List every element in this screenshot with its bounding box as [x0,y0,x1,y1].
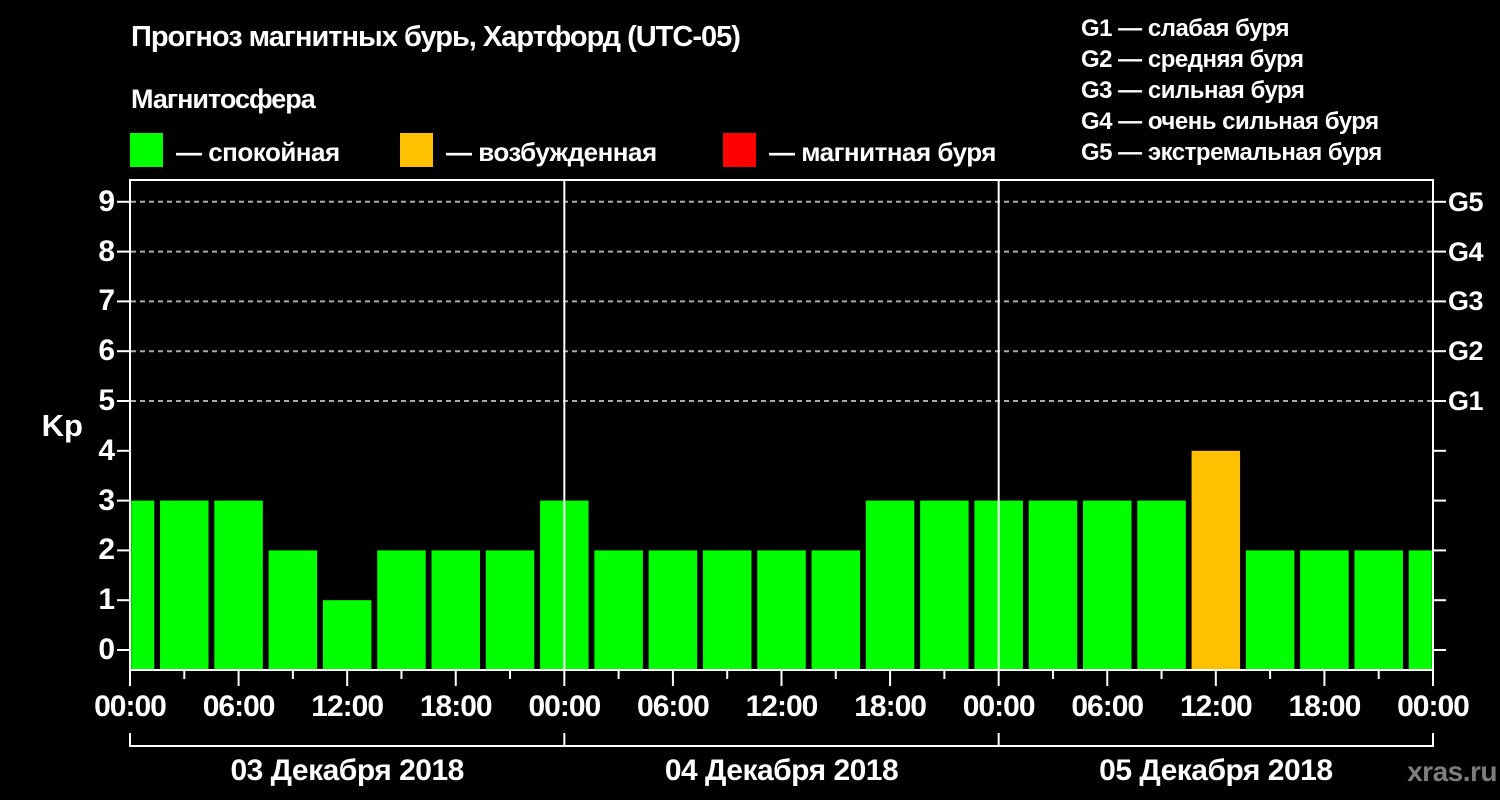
date-label: 04 Декабря 2018 [664,754,899,787]
time-label: 12:00 [745,690,819,723]
legend-label-quiet: — спокойная [176,137,340,167]
kp-bar-h15 [377,550,426,670]
y-tick-label: 8 [98,234,115,268]
kp-bar-h36 [757,550,806,670]
kp-bar-h60 [1191,450,1241,670]
kp-bar-h6 [214,500,263,670]
page-title: Прогноз магнитных бурь, Хартфорд (UTC-05… [131,21,741,53]
time-label: 06:00 [202,690,276,723]
kp-bar-h54 [1083,500,1132,670]
y-tick-label: 9 [98,184,115,218]
kp-bar-h57 [1137,500,1186,670]
g-legend-line: G5 — экстремальная буря [1081,139,1382,166]
kp-bar-h12 [322,600,372,670]
time-label: 00:00 [962,690,1036,723]
legend-swatch-excited-icon [400,133,433,167]
kp-bar-h51 [1028,500,1078,670]
y-tick-label: 6 [98,334,115,368]
y-axis-title: Kp [41,408,83,443]
time-label: 12:00 [311,690,384,723]
legend-swatch-storm-icon [723,133,756,167]
chart-subtitle: Магнитосфера [131,84,316,114]
legend-label-storm: — магнитная буря [769,137,996,167]
time-label: 18:00 [1288,690,1362,723]
date-label: 05 Декабря 2018 [1099,754,1333,787]
g-scale-label: G2 [1448,336,1484,367]
kp-bar-h21 [485,550,535,670]
kp-bar-h39 [811,550,861,670]
storm-scale-legend: G1 — слабая буря G2 — средняя буря G3 — си… [1081,13,1382,168]
watermark: xras.ru [1407,756,1497,787]
g-legend-line: G1 — слабая буря [1081,15,1290,42]
g-scale-label: G5 [1448,186,1484,217]
time-label: 18:00 [854,690,927,723]
y-tick-label: 4 [98,433,115,467]
kp-bar-h45 [920,500,969,670]
y-tick-label: 1 [98,583,115,617]
y-tick-label: 5 [98,384,115,417]
kp-bar-h3 [160,500,209,670]
kp-bar-h63 [1245,550,1295,670]
kp-bar-h27 [594,550,643,670]
plot-frame [129,179,1434,671]
kp-bar-h18 [431,550,480,670]
y-tick-label: 0 [98,633,115,666]
kp-bar-h42 [865,500,915,670]
y-tick-label: 7 [98,284,115,318]
time-label: 00:00 [1397,690,1470,723]
y-tick-label: 3 [98,483,115,517]
g-scale-label: G4 [1448,236,1484,267]
kp-bar-h69 [1354,550,1403,670]
legend-swatch-quiet-icon [130,133,163,167]
time-label: 00:00 [528,690,601,723]
g-legend-line: G3 — сильная буря [1081,77,1305,104]
kp-bar-h33 [702,550,752,670]
kp-bar-h72 [1408,550,1432,670]
g-scale-label: G1 [1448,386,1484,416]
kp-bar-h66 [1300,550,1349,670]
g-scale-label: G3 [1448,286,1484,317]
date-label: 03 Декабря 2018 [230,754,464,787]
time-label: 06:00 [1071,690,1144,723]
y-tick-label: 2 [98,533,115,567]
kp-bar-h30 [648,550,698,670]
legend-label-excited: — возбужденная [446,137,657,167]
kp-bar-h9 [268,550,318,670]
time-label: 12:00 [1179,690,1253,723]
g-legend-line: G2 — средняя буря [1081,46,1304,73]
time-label: 00:00 [94,690,167,723]
kp-bar-h0 [131,500,155,670]
time-label: 18:00 [419,690,493,723]
g-legend-line: G4 — очень сильная буря [1081,108,1379,135]
time-label: 06:00 [637,690,710,723]
